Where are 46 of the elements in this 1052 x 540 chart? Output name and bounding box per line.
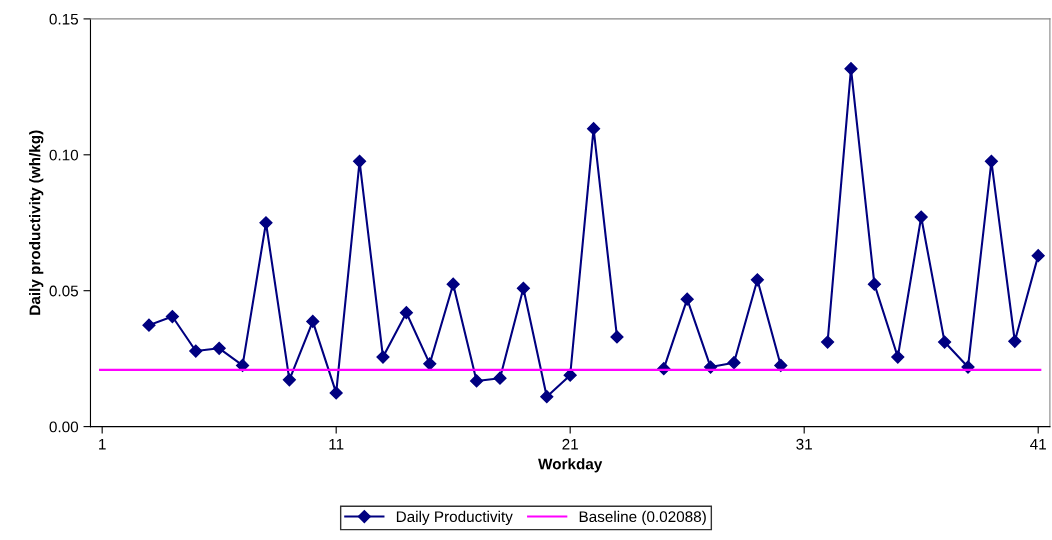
point [844,62,858,76]
y-tick-label: 0.15 [49,13,79,25]
point [1008,334,1022,348]
point [329,386,343,400]
x-tick-label: 41 [1030,438,1046,450]
point [493,371,507,385]
point [376,350,390,364]
point [189,344,203,358]
x-axis-title: Workday [538,458,603,473]
point [586,122,601,136]
point [165,309,179,324]
point [938,335,952,349]
point [610,330,624,344]
point [867,277,881,291]
point [259,216,273,230]
point [352,154,367,168]
point [774,358,788,373]
point [423,357,437,371]
point [680,292,694,306]
point [914,210,928,224]
legend-label: Daily Productivity [396,510,513,526]
point [516,281,530,295]
point [282,373,296,387]
point [891,350,905,364]
point [727,356,741,370]
x-tick-label: 11 [329,438,344,450]
point [399,306,413,320]
point [984,154,998,168]
y-axis-title: Daily productivity (wh/kg) [29,130,44,315]
point [212,341,226,355]
point [540,390,554,404]
y-tick-label: 0.00 [49,421,79,433]
point [469,374,484,388]
x-tick-label: 1 [99,438,106,450]
y-tick-label: 0.10 [49,149,79,161]
point [142,318,156,332]
x-tick-label: 31 [796,438,812,450]
point [821,335,835,349]
y-tick-label: 0.05 [49,285,79,297]
point [306,314,320,329]
point [563,368,577,382]
point [1031,249,1045,263]
legend-label: Baseline (0.02088) [579,510,706,526]
point [446,277,460,291]
x-tick-label: 21 [562,438,578,450]
point [750,273,764,287]
